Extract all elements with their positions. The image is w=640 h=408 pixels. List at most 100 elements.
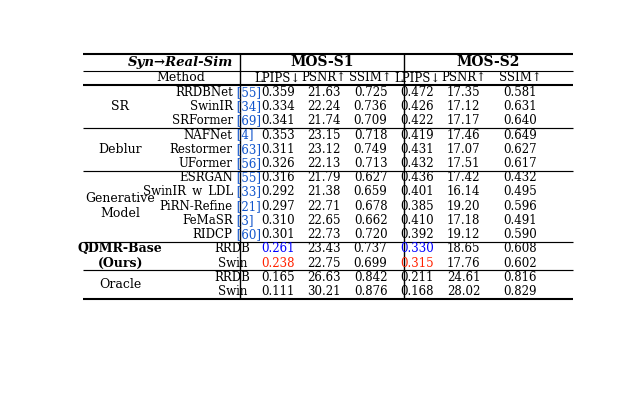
Text: 0.168: 0.168 (401, 285, 434, 298)
Text: 0.718: 0.718 (354, 129, 387, 142)
Text: 0.432: 0.432 (400, 157, 434, 170)
Text: 0.596: 0.596 (503, 200, 537, 213)
Text: LPIPS↓: LPIPS↓ (255, 71, 301, 84)
Text: 0.315: 0.315 (400, 257, 434, 270)
Text: 0.392: 0.392 (400, 228, 434, 241)
Text: Swin: Swin (218, 285, 248, 298)
Text: Generative
Model: Generative Model (85, 192, 155, 220)
Text: 0.709: 0.709 (354, 114, 387, 127)
Text: 0.419: 0.419 (400, 129, 434, 142)
Text: 0.617: 0.617 (504, 157, 537, 170)
Text: 0.311: 0.311 (261, 143, 294, 156)
Text: [56]: [56] (233, 157, 260, 170)
Text: RIDCP: RIDCP (193, 228, 233, 241)
Text: 0.297: 0.297 (261, 200, 294, 213)
Text: SR: SR (111, 100, 129, 113)
Text: 21.79: 21.79 (307, 171, 341, 184)
Text: 0.111: 0.111 (261, 285, 294, 298)
Text: 0.431: 0.431 (400, 143, 434, 156)
Text: 0.590: 0.590 (503, 228, 537, 241)
Text: 0.602: 0.602 (504, 257, 537, 270)
Text: 0.472: 0.472 (400, 86, 434, 99)
Text: RRDBNet: RRDBNet (175, 86, 233, 99)
Text: 17.42: 17.42 (447, 171, 481, 184)
Text: 0.737: 0.737 (354, 242, 387, 255)
Text: 0.310: 0.310 (261, 214, 294, 227)
Text: 0.491: 0.491 (504, 214, 537, 227)
Text: [3]: [3] (233, 214, 253, 227)
Text: 0.627: 0.627 (504, 143, 537, 156)
Text: UFormer: UFormer (179, 157, 233, 170)
Text: 0.649: 0.649 (503, 129, 537, 142)
Text: SwinIR: SwinIR (189, 100, 233, 113)
Text: 0.436: 0.436 (400, 171, 434, 184)
Text: 0.316: 0.316 (261, 171, 294, 184)
Text: 0.720: 0.720 (354, 228, 387, 241)
Text: 0.426: 0.426 (400, 100, 434, 113)
Text: SSIM↑: SSIM↑ (349, 71, 392, 84)
Text: PiRN-Refine: PiRN-Refine (159, 200, 233, 213)
Text: 0.736: 0.736 (354, 100, 387, 113)
Text: 17.46: 17.46 (447, 129, 481, 142)
Text: 21.63: 21.63 (307, 86, 341, 99)
Text: [33]: [33] (233, 186, 260, 198)
Text: 0.842: 0.842 (354, 271, 387, 284)
Text: 0.495: 0.495 (503, 186, 537, 198)
Text: 21.74: 21.74 (307, 114, 341, 127)
Text: 22.75: 22.75 (307, 257, 341, 270)
Text: SSIM↑: SSIM↑ (499, 71, 541, 84)
Text: 0.713: 0.713 (354, 157, 387, 170)
Text: 26.63: 26.63 (307, 271, 341, 284)
Text: 18.65: 18.65 (447, 242, 481, 255)
Text: 0.631: 0.631 (504, 100, 537, 113)
Text: 0.627: 0.627 (354, 171, 387, 184)
Text: 22.24: 22.24 (307, 100, 341, 113)
Text: 0.359: 0.359 (260, 86, 294, 99)
Text: 17.35: 17.35 (447, 86, 481, 99)
Text: 0.301: 0.301 (261, 228, 294, 241)
Text: 0.330: 0.330 (400, 242, 434, 255)
Text: 22.13: 22.13 (307, 157, 341, 170)
Text: 19.12: 19.12 (447, 228, 480, 241)
Text: [55]: [55] (233, 171, 260, 184)
Text: 0.238: 0.238 (261, 257, 294, 270)
Text: 0.640: 0.640 (503, 114, 537, 127)
Text: 16.14: 16.14 (447, 186, 481, 198)
Text: 0.334: 0.334 (260, 100, 294, 113)
Text: [4]: [4] (233, 129, 253, 142)
Text: MOS-S1: MOS-S1 (291, 55, 354, 69)
Text: Oracle: Oracle (99, 278, 141, 291)
Text: 28.02: 28.02 (447, 285, 480, 298)
Text: 0.725: 0.725 (354, 86, 387, 99)
Text: 17.12: 17.12 (447, 100, 480, 113)
Text: RRDB: RRDB (215, 271, 251, 284)
Text: 22.65: 22.65 (307, 214, 341, 227)
Text: 0.292: 0.292 (261, 186, 294, 198)
Text: 22.73: 22.73 (307, 228, 341, 241)
Text: PSNR↑: PSNR↑ (301, 71, 347, 84)
Text: 17.76: 17.76 (447, 257, 481, 270)
Text: 0.353: 0.353 (260, 129, 294, 142)
Text: LPIPS↓: LPIPS↓ (394, 71, 440, 84)
Text: Deblur: Deblur (99, 143, 142, 156)
Text: 0.876: 0.876 (354, 285, 387, 298)
Text: ESRGAN: ESRGAN (179, 171, 233, 184)
Text: 0.165: 0.165 (261, 271, 294, 284)
Text: 23.43: 23.43 (307, 242, 341, 255)
Text: Swin: Swin (218, 257, 248, 270)
Text: Restormer: Restormer (170, 143, 233, 156)
Text: FeMaSR: FeMaSR (182, 214, 233, 227)
Text: 0.341: 0.341 (261, 114, 294, 127)
Text: [34]: [34] (233, 100, 260, 113)
Text: 0.659: 0.659 (354, 186, 387, 198)
Text: 0.422: 0.422 (401, 114, 434, 127)
Text: MOS-S2: MOS-S2 (457, 55, 520, 69)
Text: 0.678: 0.678 (354, 200, 387, 213)
Text: 17.18: 17.18 (447, 214, 480, 227)
Text: 0.581: 0.581 (504, 86, 537, 99)
Text: 0.261: 0.261 (261, 242, 294, 255)
Text: NAFNet: NAFNet (184, 129, 233, 142)
Text: 0.816: 0.816 (504, 271, 537, 284)
Text: 17.07: 17.07 (447, 143, 481, 156)
Text: 0.211: 0.211 (401, 271, 434, 284)
